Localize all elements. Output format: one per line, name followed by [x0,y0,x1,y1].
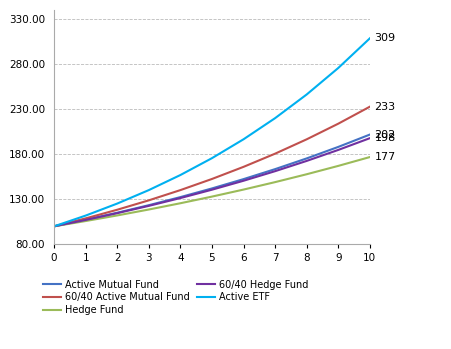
Text: 309: 309 [374,34,396,43]
Text: 202: 202 [374,129,396,140]
Text: 198: 198 [374,133,396,143]
Text: 233: 233 [374,102,396,112]
Text: 177: 177 [374,152,396,162]
Legend: Active Mutual Fund, 60/40 Active Mutual Fund, Hedge Fund, 60/40 Hedge Fund, Acti: Active Mutual Fund, 60/40 Active Mutual … [43,280,308,315]
